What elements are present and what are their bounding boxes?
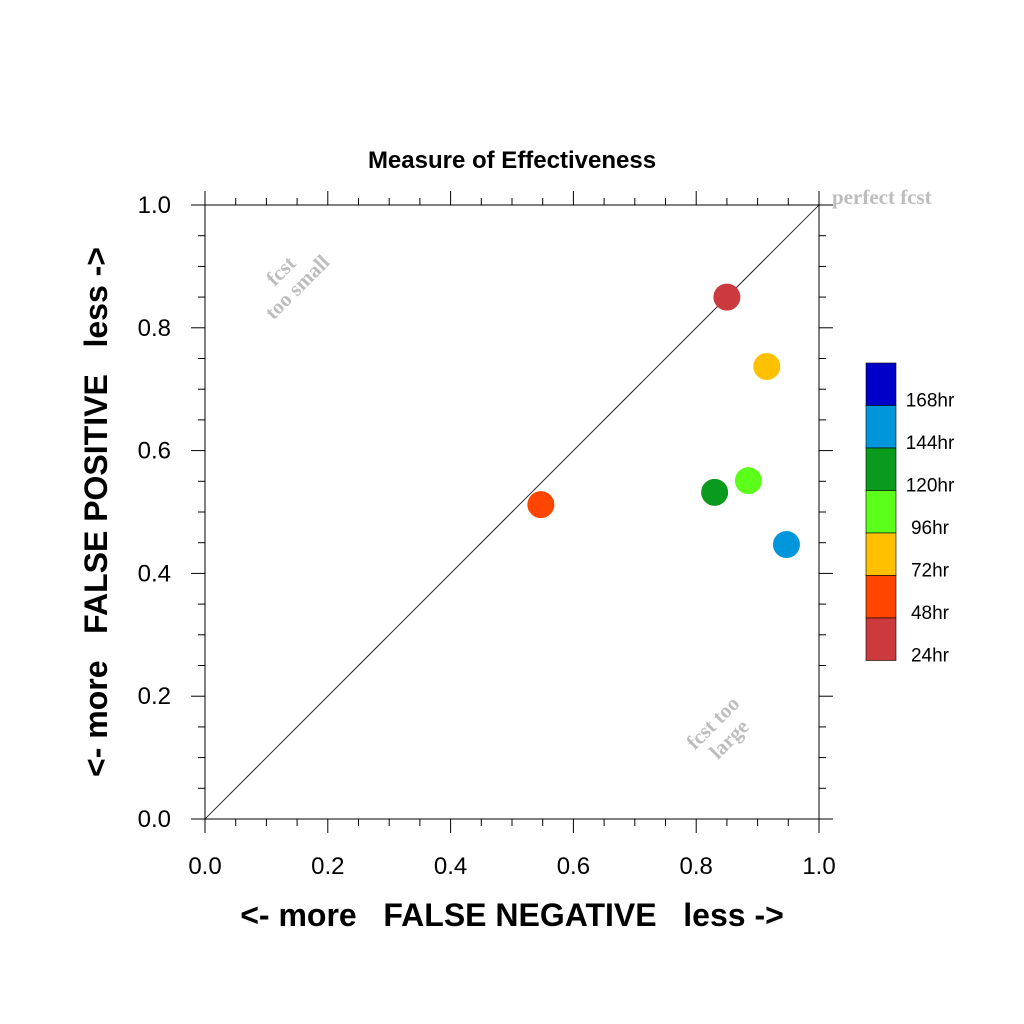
y-tick-label: 0.2 <box>138 683 171 710</box>
x-tick-label: 0.8 <box>680 853 713 880</box>
legend-swatch-48hr <box>865 575 897 619</box>
annotation-perfect-forecast: perfect fcst <box>832 185 932 209</box>
legend-swatch-168hr <box>865 362 897 406</box>
point-144hr <box>772 531 800 559</box>
annotation-too-small-line2: too small <box>260 250 334 324</box>
x-tick-label: 1.0 <box>802 853 835 880</box>
y-tick-label: 0.6 <box>138 438 171 465</box>
legend-swatch-120hr <box>865 447 897 491</box>
legend-label-120hr: 120hr <box>906 475 955 496</box>
legend-label-144hr: 144hr <box>906 433 955 454</box>
legend-label-48hr: 48hr <box>911 603 950 624</box>
point-96hr <box>734 467 762 495</box>
plot-area: 0.0 0.2 0.4 0.6 0.8 1.0 0.0 0.2 0.4 0.6 0.8 1.0 <box>138 191 836 880</box>
point-72hr <box>753 352 781 380</box>
legend-label-72hr: 72hr <box>911 560 950 581</box>
x-axis-label: <- more FALSE NEGATIVE less -> <box>240 897 784 933</box>
y-axis-label: <- more FALSE POSITIVE less -> <box>78 247 114 777</box>
legend-label-24hr: 24hr <box>911 645 950 666</box>
legend-swatch-96hr <box>865 490 897 534</box>
annotation-too-large: fcst too large <box>681 691 753 763</box>
perfect-forecast-diagonal <box>204 204 820 820</box>
y-tick-label: 0.0 <box>138 806 171 833</box>
x-tick-label: 0.0 <box>188 853 221 880</box>
point-48hr <box>527 491 555 519</box>
x-tick-label: 0.6 <box>557 853 590 880</box>
y-tick-label: 0.4 <box>138 560 171 587</box>
y-tick-labels: 0.0 0.2 0.4 0.6 0.8 1.0 <box>138 192 171 833</box>
x-tick-label: 0.4 <box>434 853 467 880</box>
legend: 168hr 144hr 120hr 96hr 72hr 48hr 24hr <box>865 362 955 666</box>
y-tick-label: 0.8 <box>138 315 171 342</box>
axis-ticks <box>191 191 833 833</box>
chart-title: Measure of Effectiveness <box>368 147 656 174</box>
legend-label-168hr: 168hr <box>906 390 955 411</box>
annotation-too-small: fcst too small <box>260 250 334 324</box>
point-24hr <box>713 283 741 311</box>
point-120hr <box>701 478 729 506</box>
data-points <box>527 283 800 559</box>
x-tick-labels: 0.0 0.2 0.4 0.6 0.8 1.0 <box>188 853 835 880</box>
legend-swatch-24hr <box>865 617 897 661</box>
y-tick-label: 1.0 <box>138 192 171 219</box>
x-tick-label: 0.2 <box>311 853 344 880</box>
legend-swatch-72hr <box>865 532 897 576</box>
legend-label-96hr: 96hr <box>911 518 950 539</box>
legend-swatch-144hr <box>865 405 897 449</box>
